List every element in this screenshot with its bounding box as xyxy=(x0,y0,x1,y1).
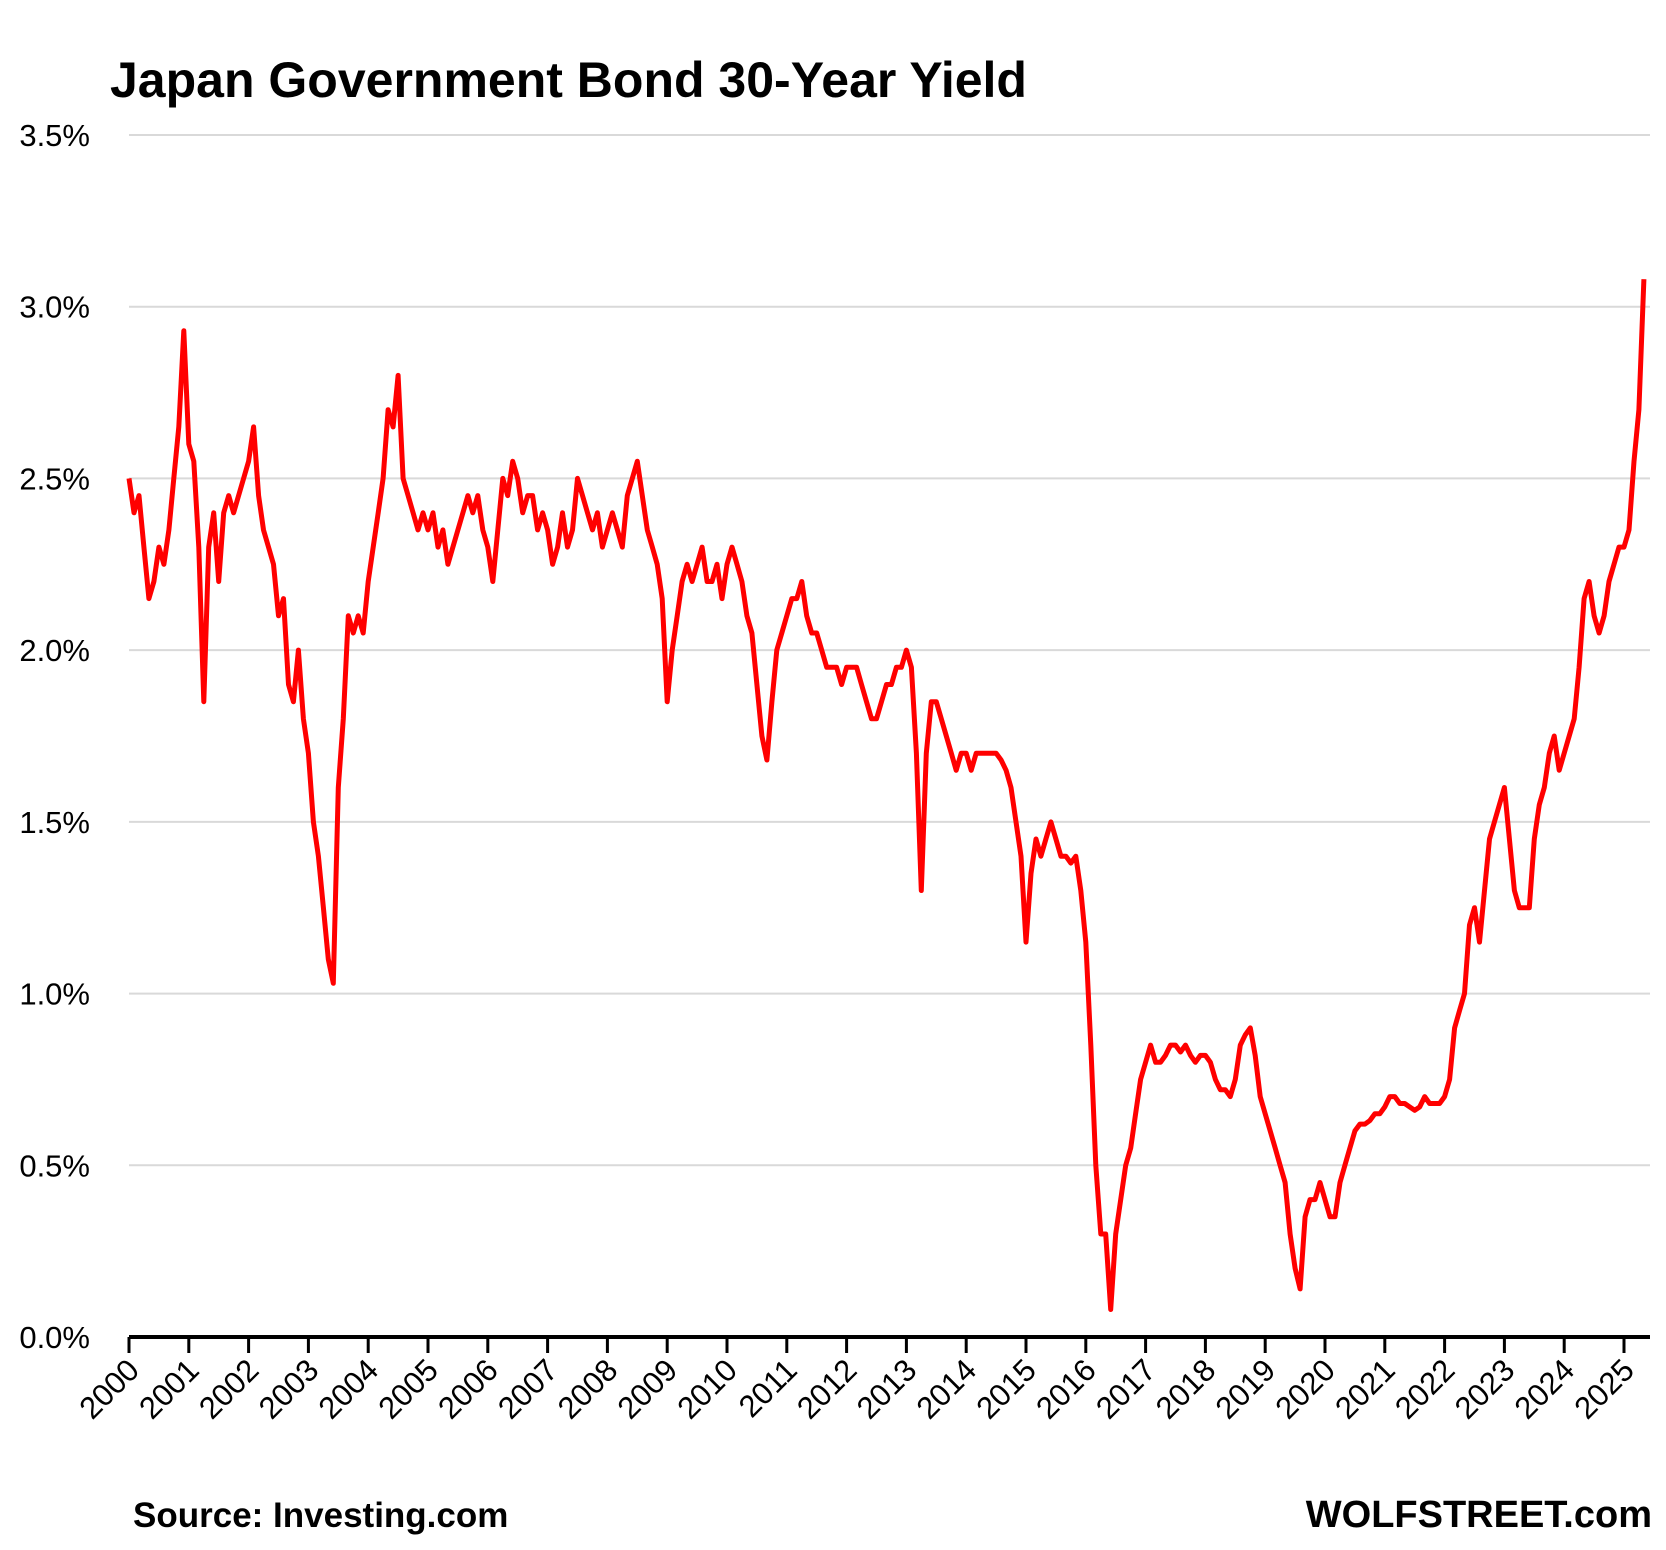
x-axis-ticks: 2000200120022003200420052006200720082009… xyxy=(72,1337,1641,1426)
x-tick-label: 2012 xyxy=(790,1352,864,1426)
gridlines xyxy=(129,134,1650,1167)
y-tick-label: 1.0% xyxy=(19,977,90,1012)
brand-watermark: WOLFSTREET.com xyxy=(1306,1494,1652,1536)
x-tick-label: 2024 xyxy=(1508,1352,1582,1426)
x-tick-label: 2025 xyxy=(1567,1352,1641,1426)
x-tick-label: 2022 xyxy=(1388,1352,1462,1426)
series-layer xyxy=(126,279,1647,1312)
x-tick-label: 2016 xyxy=(1029,1352,1103,1426)
x-tick-label: 2008 xyxy=(551,1352,625,1426)
x-tick-label: 2000 xyxy=(72,1352,146,1426)
source-note: Source: Investing.com xyxy=(133,1496,508,1535)
y-tick-label: 3.0% xyxy=(19,290,90,325)
y-tick-label: 0.5% xyxy=(19,1148,90,1183)
y-tick-label: 1.5% xyxy=(19,805,90,840)
x-tick-label: 2017 xyxy=(1089,1352,1163,1426)
y-tick-label: 0.0% xyxy=(19,1320,90,1355)
y-tick-label: 2.0% xyxy=(19,633,90,668)
series-line-jgb-30y xyxy=(126,279,1647,1312)
x-tick-label: 2003 xyxy=(252,1352,326,1426)
x-tick-label: 2019 xyxy=(1209,1352,1283,1426)
x-tick-label: 2023 xyxy=(1448,1352,1522,1426)
x-tick-label: 2011 xyxy=(732,1352,804,1424)
x-tick-label: 2001 xyxy=(132,1352,206,1426)
x-tick-label: 2006 xyxy=(431,1352,505,1426)
x-tick-label: 2002 xyxy=(192,1352,266,1426)
y-axis-ticks: 0.0% 0.5% 1.0% 1.5% 2.0% 2.5% 3.0% 3.5% xyxy=(19,118,90,1355)
x-tick-label: 2015 xyxy=(969,1352,1043,1426)
x-tick-label: 2007 xyxy=(491,1352,565,1426)
x-tick-label: 2004 xyxy=(312,1352,386,1426)
x-tick-label: 2010 xyxy=(670,1352,744,1426)
x-tick-label: 2014 xyxy=(910,1352,984,1426)
x-tick-label: 2020 xyxy=(1268,1352,1342,1426)
y-tick-label: 2.5% xyxy=(19,461,90,496)
chart-title: Japan Government Bond 30-Year Yield xyxy=(110,52,1027,108)
x-tick-label: 2005 xyxy=(371,1352,445,1426)
x-tick-label: 2018 xyxy=(1149,1352,1223,1426)
y-tick-label: 3.5% xyxy=(19,118,90,153)
x-tick-label: 2009 xyxy=(611,1352,685,1426)
x-tick-label: 2021 xyxy=(1328,1352,1402,1426)
x-tick-label: 2013 xyxy=(850,1352,924,1426)
